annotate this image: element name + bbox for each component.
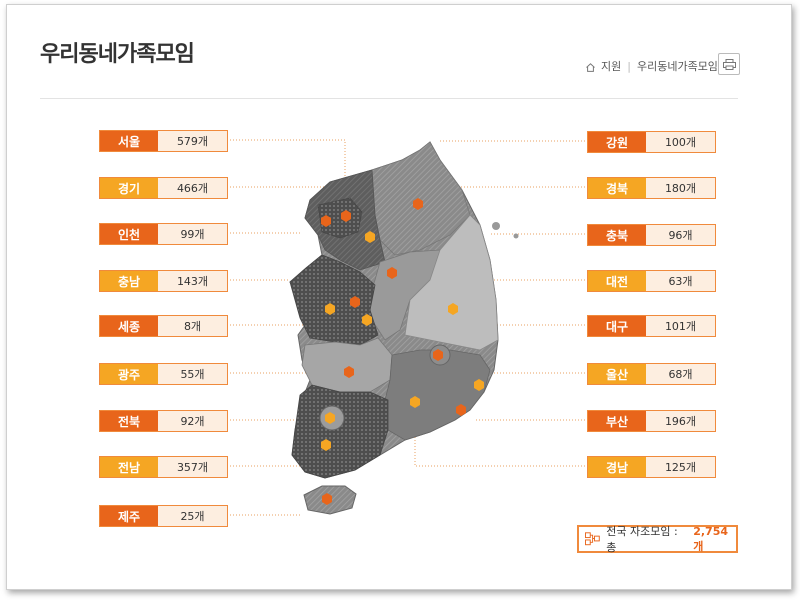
region-chungnam [289,254,379,346]
marker-gyeonggi [365,231,375,243]
marker-sejong [350,296,360,308]
region-name: 울산 [588,364,646,384]
breadcrumb-item-current[interactable]: 우리동네가족모임 [636,60,718,73]
group-icon [585,532,600,546]
breadcrumb-item-support[interactable]: 지원 [601,60,622,73]
island-ulleung [492,222,500,230]
region-count: 100개 [646,132,715,152]
region-count: 92개 [158,411,227,431]
total-value: 2,754개 [693,524,729,553]
region-count: 99개 [158,224,227,244]
region-name: 충남 [100,271,158,291]
region-name: 광주 [100,364,158,384]
region-label-seoul[interactable]: 서울 579개 [99,130,228,152]
region-name: 대전 [588,271,646,291]
region-count: 8개 [158,316,227,336]
region-name: 대구 [588,316,646,336]
marker-chungnam [325,303,335,315]
region-count: 143개 [158,271,227,291]
region-label-busan[interactable]: 부산 196개 [587,410,716,432]
region-label-gyeonggi[interactable]: 경기 466개 [99,177,228,199]
marker-gyeongbuk [448,303,458,315]
marker-gwangju [325,412,335,424]
header-divider [40,98,738,99]
marker-jeju [322,493,332,505]
region-count: 25개 [158,506,227,526]
region-count: 579개 [158,131,227,151]
region-count: 101개 [646,316,715,336]
region-count: 55개 [158,364,227,384]
map-markers [321,198,484,505]
region-label-gyeongbuk[interactable]: 경북 180개 [587,177,716,199]
region-label-gyeongnam[interactable]: 경남 125개 [587,456,716,478]
region-label-daejeon[interactable]: 대전 63개 [587,270,716,292]
print-button[interactable] [718,53,740,75]
region-seoul-incheon [317,197,363,239]
marker-gangwon [413,198,423,210]
total-summary: 전국 자조모임 : 총 2,754개 [577,524,738,554]
region-name: 경북 [588,178,646,198]
region-name: 부산 [588,411,646,431]
region-count: 125개 [646,457,715,477]
region-name: 세종 [100,316,158,336]
breadcrumb: 지원 | 우리동네가족모임 [586,58,718,74]
region-jeonnam [291,384,389,479]
region-name: 제주 [100,506,158,526]
marker-seoul [341,210,351,222]
region-label-jeonnam[interactable]: 전남 357개 [99,456,228,478]
region-count: 196개 [646,411,715,431]
region-name: 인천 [100,224,158,244]
region-name: 전북 [100,411,158,431]
region-label-daegu[interactable]: 대구 101개 [587,315,716,337]
region-label-chungbuk[interactable]: 충북 96개 [587,224,716,246]
region-label-sejong[interactable]: 세종 8개 [99,315,228,337]
region-label-chungnam[interactable]: 충남 143개 [99,270,228,292]
total-label: 전국 자조모임 : 총 [606,525,678,554]
marker-jeonbuk [344,366,354,378]
marker-incheon [321,215,331,227]
marker-gyeongnam [410,396,420,408]
region-count: 180개 [646,178,715,198]
marker-daegu [433,349,443,361]
marker-daejeon [362,314,372,326]
region-count: 68개 [646,364,715,384]
region-name: 전남 [100,457,158,477]
region-name: 서울 [100,131,158,151]
region-name: 경기 [100,178,158,198]
region-label-gwangju[interactable]: 광주 55개 [99,363,228,385]
island-dokdo [513,233,519,239]
region-label-ulsan[interactable]: 울산 68개 [587,363,716,385]
region-name: 강원 [588,132,646,152]
marker-ulsan [474,379,484,391]
marker-chungbuk [387,267,397,279]
region-count: 63개 [646,271,715,291]
home-icon[interactable] [586,62,595,72]
page-title: 우리동네가족모임 [40,42,195,67]
region-name: 충북 [588,225,646,245]
region-gyeongbuk [404,214,499,351]
region-label-jeju[interactable]: 제주 25개 [99,505,228,527]
region-label-incheon[interactable]: 인천 99개 [99,223,228,245]
region-count: 357개 [158,457,227,477]
marker-jeonnam [321,439,331,451]
region-name: 경남 [588,457,646,477]
region-jeonbuk [301,337,393,393]
breadcrumb-separator: | [627,59,631,73]
region-count: 96개 [646,225,715,245]
print-icon [722,58,736,70]
marker-busan [456,404,466,416]
region-label-gangwon[interactable]: 강원 100개 [587,131,716,153]
region-count: 466개 [158,178,227,198]
region-label-jeonbuk[interactable]: 전북 92개 [99,410,228,432]
